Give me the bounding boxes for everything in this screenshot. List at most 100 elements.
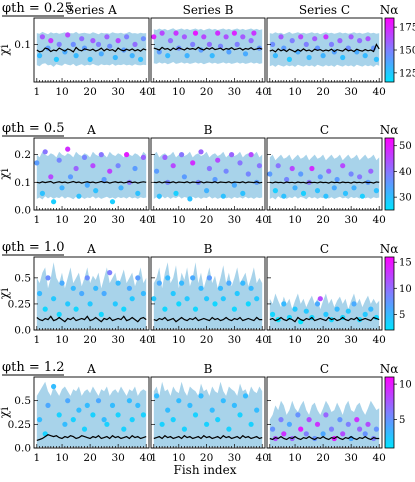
y-tick-label: 0.25 [8,298,31,310]
mean-line [36,180,147,184]
data-point [187,196,193,202]
mean-line [153,181,263,184]
panel-frame [33,256,150,331]
data-point [126,398,132,404]
data-point [45,402,51,408]
panel-label: B [204,123,213,137]
data-point [323,193,329,199]
panel-frame [266,376,383,449]
data-point [284,176,290,183]
data-point [118,185,124,191]
data-point [231,30,237,36]
x-tick-label: 20 [83,452,96,464]
data-point [39,34,46,40]
y-tick-label: 0.0 [14,443,31,455]
data-point [231,306,237,312]
data-point [70,41,76,48]
data-point [242,393,249,399]
x-tick-label: 20 [316,334,329,346]
x-tick-label: 40 [140,86,153,98]
x-tick-label: 1 [33,452,40,464]
data-point [190,275,196,281]
colorbar-tick-label: 15 [399,258,412,269]
data-point [345,421,351,427]
data-point [275,163,281,169]
data-point [121,426,127,432]
x-tick-label: 1 [266,86,273,98]
x-tick-label: 20 [200,86,213,98]
data-point [272,435,278,442]
panel-frame [150,256,266,331]
data-point [272,188,278,194]
data-point [281,301,287,307]
mean-line [36,46,147,53]
data-point [204,421,210,427]
data-point [373,188,379,194]
data-point [220,398,226,404]
data-point [320,53,326,59]
data-point [281,45,287,51]
panel-label: A [86,362,96,376]
data-point [81,154,88,160]
data-point [98,152,104,158]
data-point [295,412,301,418]
data-point [212,176,218,183]
data-point [317,174,323,180]
panel-label: B [204,242,213,256]
panel-frame [33,137,150,211]
data-point [306,417,312,423]
data-point [354,417,360,423]
data-point [240,190,246,196]
data-point [272,53,278,59]
data-point [292,185,298,191]
data-point [309,165,315,172]
data-point [65,146,71,152]
data-point [59,280,65,286]
row-title: φth = 1.0 [2,240,65,255]
data-point [176,398,182,404]
x-tick-label: 30 [344,452,357,464]
data-point [359,193,365,199]
chart-row-3: φth = 1.0 χi A 1 10 20 30 40 0.0 0.25 0.5 B 1 10 20 30 4… [0,240,412,346]
data-point [201,34,207,40]
data-point [328,41,335,48]
panel-4-c: C 1 10 20 30 40 [266,362,385,464]
confidence-band [153,381,263,448]
x-tick-label: 40 [256,452,269,464]
panel-frame [266,256,383,331]
data-point [140,412,146,418]
data-point [73,165,79,172]
panel-frame [33,376,150,449]
data-point [334,306,340,312]
colorbar-tick-label: 5 [399,310,405,321]
x-tick-label: 30 [111,86,124,98]
data-point [270,426,276,432]
data-point [165,53,171,59]
data-point [226,280,232,286]
data-point [204,188,210,194]
colorbar-tick-label: 30 [399,193,412,204]
chart-row-2: φth = 0.5 χi A 1 10 20 30 40 0.0 0.1 0.2 B 1 10 20 30 40… [0,121,412,226]
data-point [107,270,113,276]
x-tick-label: 1 [266,334,273,346]
data-point [107,43,113,49]
data-point [87,301,93,307]
panel-4-b: B 1 10 20 30 40 [150,362,268,464]
data-point [337,417,343,423]
data-point [340,54,346,61]
data-point [206,165,212,172]
data-point [365,421,371,427]
data-point [226,426,232,432]
data-point [281,193,287,199]
panel-frame [266,137,383,211]
mean-line [153,46,263,52]
data-point [42,149,48,155]
data-point [357,426,363,432]
x-tick-label: 10 [172,334,185,346]
colorbar-gradient [384,17,395,83]
data-point [115,38,121,44]
mean-line [269,435,380,441]
x-tick-label: 1 [150,334,157,346]
x-tick-label: 10 [55,86,68,98]
x-tick-label: 1 [266,452,273,464]
